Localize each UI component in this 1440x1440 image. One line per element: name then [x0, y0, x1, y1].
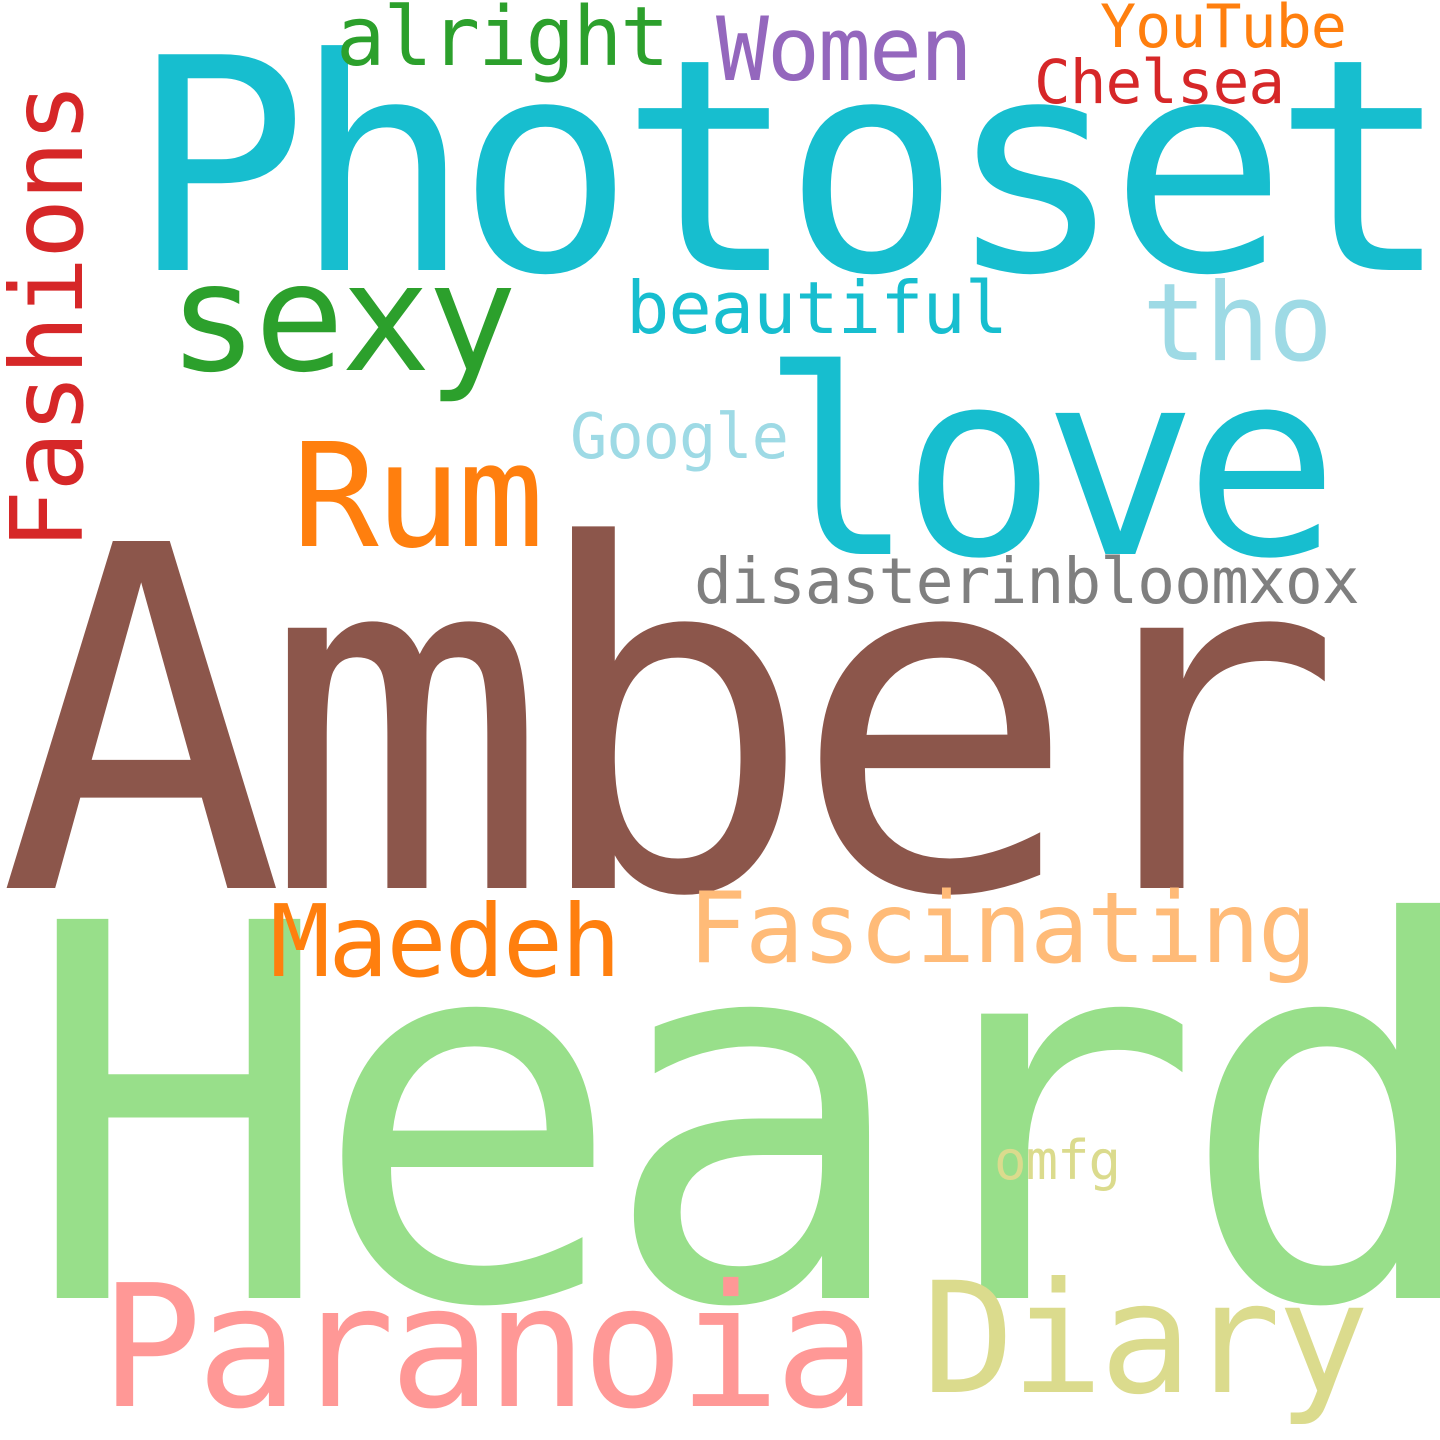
word-photoset: Photoset	[130, 0, 1440, 340]
word-sexy: sexy	[168, 232, 517, 406]
word-alright: alright	[336, 0, 670, 85]
word-fashions: Fashions	[0, 84, 106, 550]
word-chelsea: Chelsea	[1034, 47, 1285, 118]
word-paranoia: Paranoia	[100, 1249, 877, 1440]
word-diary: Diary	[922, 1250, 1370, 1429]
word-youtube: YouTube	[1100, 0, 1347, 62]
word-omfg: omfg	[994, 1129, 1121, 1192]
word-love: love	[760, 315, 1339, 615]
word-tho: tho	[1142, 261, 1333, 386]
word-disasterinbloomxox: disasterinbloomxox	[694, 545, 1360, 618]
word-google: Google	[570, 400, 789, 473]
word-fascinating: Fascinating	[688, 872, 1317, 986]
word-rum: Rum	[292, 412, 544, 580]
word-maedeh: Maedeh	[270, 883, 621, 1000]
word-beautiful: beautiful	[626, 266, 1008, 350]
word-amber: Amber	[0, 447, 1343, 1001]
word-women: Women	[716, 0, 973, 101]
word-heard: Heard	[22, 815, 1440, 1421]
